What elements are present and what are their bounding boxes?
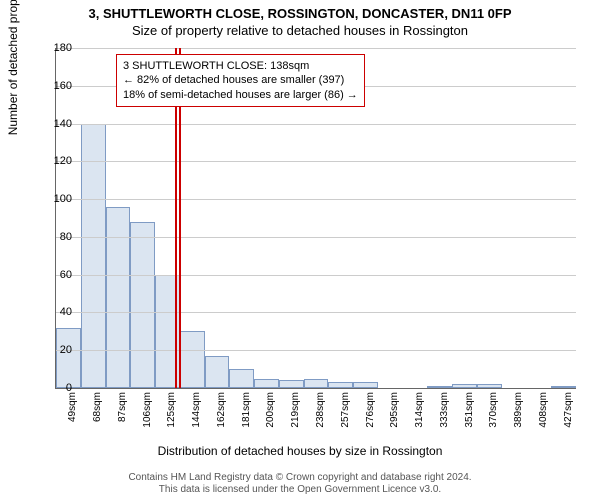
x-tick-label: 219sqm <box>290 392 301 442</box>
y-tick-label: 0 <box>32 382 72 394</box>
histogram-bar <box>81 124 106 388</box>
info-line-1: 3 SHUTTLEWORTH CLOSE: 138sqm <box>123 59 358 73</box>
grid-line <box>56 275 576 276</box>
x-tick-label: 351sqm <box>464 392 475 442</box>
histogram-bar <box>427 386 452 388</box>
grid-line <box>56 237 576 238</box>
grid-line <box>56 350 576 351</box>
x-tick-label: 125sqm <box>166 392 177 442</box>
y-tick-label: 100 <box>32 193 72 205</box>
histogram-bar <box>130 222 155 388</box>
grid-line <box>56 48 576 49</box>
title-line-1: 3, SHUTTLEWORTH CLOSE, ROSSINGTON, DONCA… <box>0 0 600 21</box>
footer-line-1: Contains HM Land Registry data © Crown c… <box>0 472 600 484</box>
y-tick-label: 120 <box>32 155 72 167</box>
footer-line-2: This data is licensed under the Open Gov… <box>0 484 600 496</box>
y-tick-label: 160 <box>32 80 72 92</box>
histogram-bar <box>452 384 477 388</box>
x-tick-label: 333sqm <box>439 392 450 442</box>
x-tick-label: 427sqm <box>563 392 574 442</box>
histogram-bar <box>353 382 378 388</box>
histogram-bar <box>477 384 502 388</box>
x-tick-label: 314sqm <box>414 392 425 442</box>
info-box: 3 SHUTTLEWORTH CLOSE: 138sqm ← 82% of de… <box>116 54 365 107</box>
y-tick-label: 140 <box>32 118 72 130</box>
y-tick-label: 40 <box>32 306 72 318</box>
y-tick-label: 60 <box>32 269 72 281</box>
histogram-bar <box>279 380 304 388</box>
y-tick-label: 180 <box>32 42 72 54</box>
x-tick-label: 389sqm <box>513 392 524 442</box>
y-axis-label: Number of detached properties <box>6 0 20 135</box>
x-tick-label: 162sqm <box>216 392 227 442</box>
x-tick-label: 106sqm <box>142 392 153 442</box>
x-tick-label: 49sqm <box>67 392 78 442</box>
histogram-bar <box>229 369 254 388</box>
grid-line <box>56 124 576 125</box>
x-tick-label: 295sqm <box>389 392 400 442</box>
histogram-bar <box>180 331 205 388</box>
x-tick-label: 408sqm <box>538 392 549 442</box>
x-tick-label: 370sqm <box>488 392 499 442</box>
x-axis-label: Distribution of detached houses by size … <box>0 444 600 458</box>
y-tick-label: 80 <box>32 231 72 243</box>
histogram-bar <box>328 382 353 388</box>
plot-area: 3 SHUTTLEWORTH CLOSE: 138sqm ← 82% of de… <box>55 48 576 389</box>
x-tick-label: 144sqm <box>191 392 202 442</box>
x-tick-label: 181sqm <box>241 392 252 442</box>
chart-container: 3, SHUTTLEWORTH CLOSE, ROSSINGTON, DONCA… <box>0 0 600 500</box>
x-tick-label: 257sqm <box>340 392 351 442</box>
info-line-3: 18% of semi-detached houses are larger (… <box>123 88 358 102</box>
x-tick-label: 200sqm <box>265 392 276 442</box>
histogram-bar <box>106 207 131 388</box>
x-tick-label: 68sqm <box>92 392 103 442</box>
grid-line <box>56 199 576 200</box>
histogram-bar <box>551 386 576 388</box>
histogram-bar <box>205 356 230 388</box>
title-line-2: Size of property relative to detached ho… <box>0 21 600 38</box>
grid-line <box>56 161 576 162</box>
histogram-bar <box>254 379 279 388</box>
x-tick-label: 238sqm <box>315 392 326 442</box>
histogram-bar <box>56 328 81 388</box>
footer: Contains HM Land Registry data © Crown c… <box>0 472 600 496</box>
grid-line <box>56 312 576 313</box>
x-tick-label: 87sqm <box>117 392 128 442</box>
y-tick-label: 20 <box>32 344 72 356</box>
histogram-bar <box>304 379 329 388</box>
x-tick-label: 276sqm <box>365 392 376 442</box>
info-line-2: ← 82% of detached houses are smaller (39… <box>123 73 358 87</box>
